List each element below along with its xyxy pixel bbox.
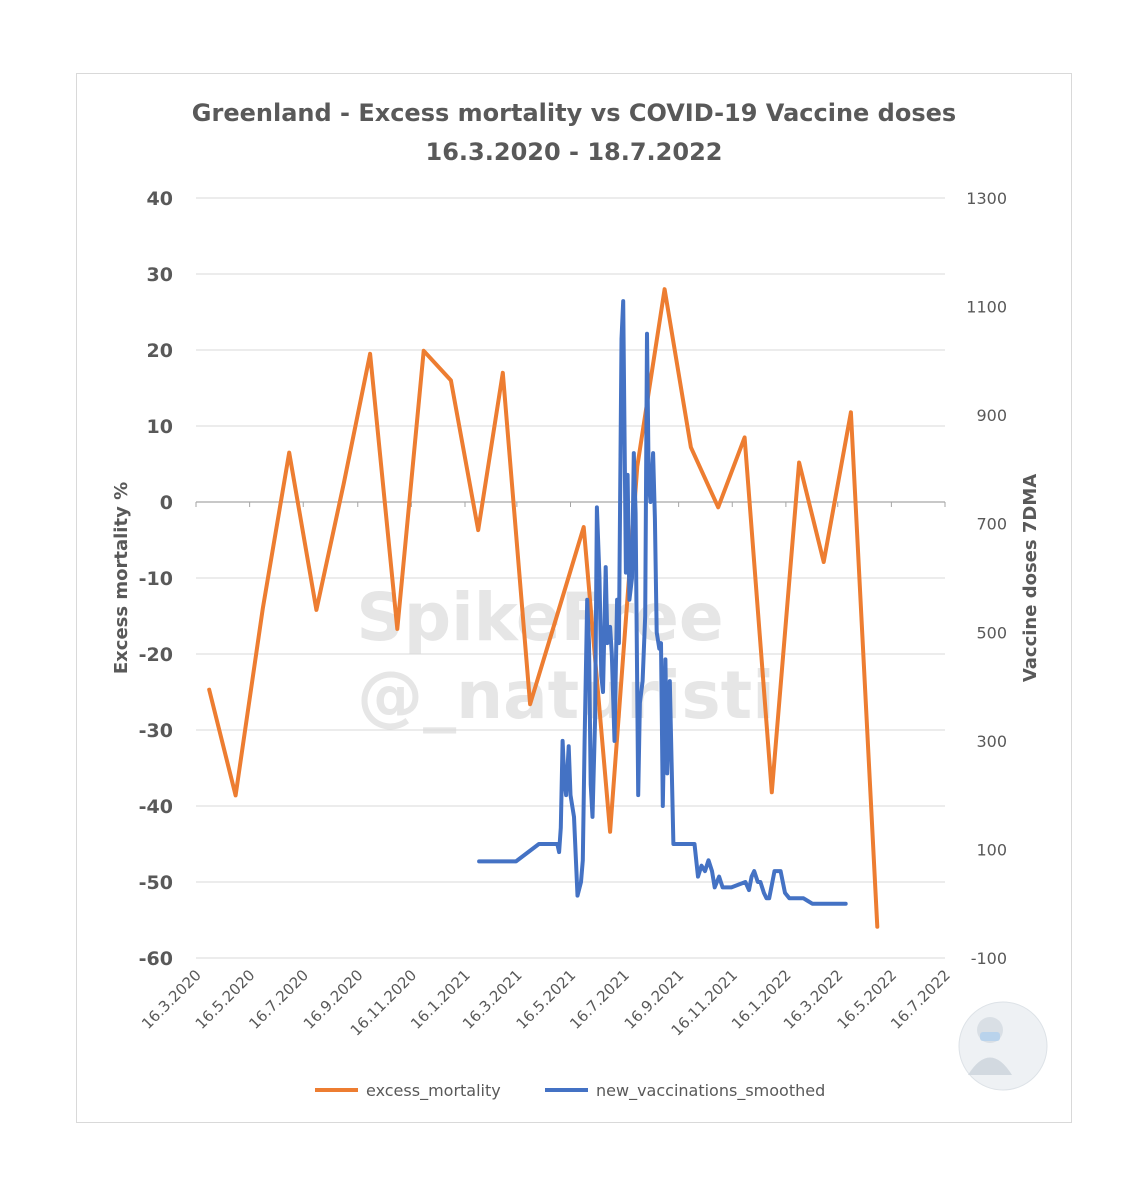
y-tick-label: 30 <box>147 264 173 286</box>
y-tick-label: 0 <box>160 492 173 514</box>
y2-tick-label: 900 <box>976 406 1007 425</box>
y-tick-label: 40 <box>147 188 173 210</box>
series-excess_mortality <box>207 287 880 929</box>
x-axis-line <box>195 501 946 507</box>
series-line-new_vaccinations_smoothed <box>477 299 848 906</box>
grid-lines <box>196 197 945 959</box>
y-tick-label: -60 <box>139 948 173 970</box>
right-axis-ticks: -100 100 300 500 700 900 1100 1300 <box>966 189 1007 968</box>
chart-frame <box>76 73 1072 1123</box>
chart-subtitle: 16.3.2020 - 18.7.2022 <box>426 138 723 166</box>
y-tick-label: -30 <box>139 720 173 742</box>
y2-tick-label: 1100 <box>966 298 1007 317</box>
watermark-line-1: SpikeFree <box>356 579 723 656</box>
watermark-line-2: @_naturisti <box>357 657 775 734</box>
y-tick-label: 20 <box>147 340 173 362</box>
y2-axis-label: Vaccine doses 7DMA <box>1020 474 1041 682</box>
series-layer <box>207 287 880 929</box>
y-tick-label: 10 <box>147 416 173 438</box>
y2-tick-label: 700 <box>976 515 1007 534</box>
left-axis-ticks: -60 -50 -40 -30 -20 -10 0 10 20 30 40 <box>139 188 173 970</box>
y2-tick-label: -100 <box>971 949 1007 968</box>
y2-tick-label: 500 <box>976 623 1007 642</box>
y2-tick-label: 300 <box>976 732 1007 751</box>
chart-title: Greenland - Excess mortality vs COVID-19… <box>192 99 956 127</box>
y-tick-label: -50 <box>139 872 173 894</box>
y-tick-label: -10 <box>139 568 173 590</box>
y-tick-label: -40 <box>139 796 173 818</box>
y-axis-label: Excess mortality % <box>111 482 132 674</box>
series-new_vaccinations_smoothed <box>477 299 848 906</box>
x-axis-ticks: 16.3.202016.5.202016.7.202016.9.202016.1… <box>138 966 954 1039</box>
y2-tick-label: 100 <box>976 840 1007 859</box>
legend: excess_mortality new_vaccinations_smooth… <box>315 1081 825 1101</box>
y-tick-label: -20 <box>139 644 173 666</box>
series-line-excess_mortality <box>207 287 880 929</box>
watermark: SpikeFree @_naturisti <box>356 579 774 734</box>
legend-label-excess-mortality: excess_mortality <box>366 1081 501 1101</box>
avatar <box>958 1001 1048 1091</box>
y2-tick-label: 1300 <box>966 189 1007 208</box>
legend-label-new-vaccinations: new_vaccinations_smoothed <box>596 1081 825 1101</box>
